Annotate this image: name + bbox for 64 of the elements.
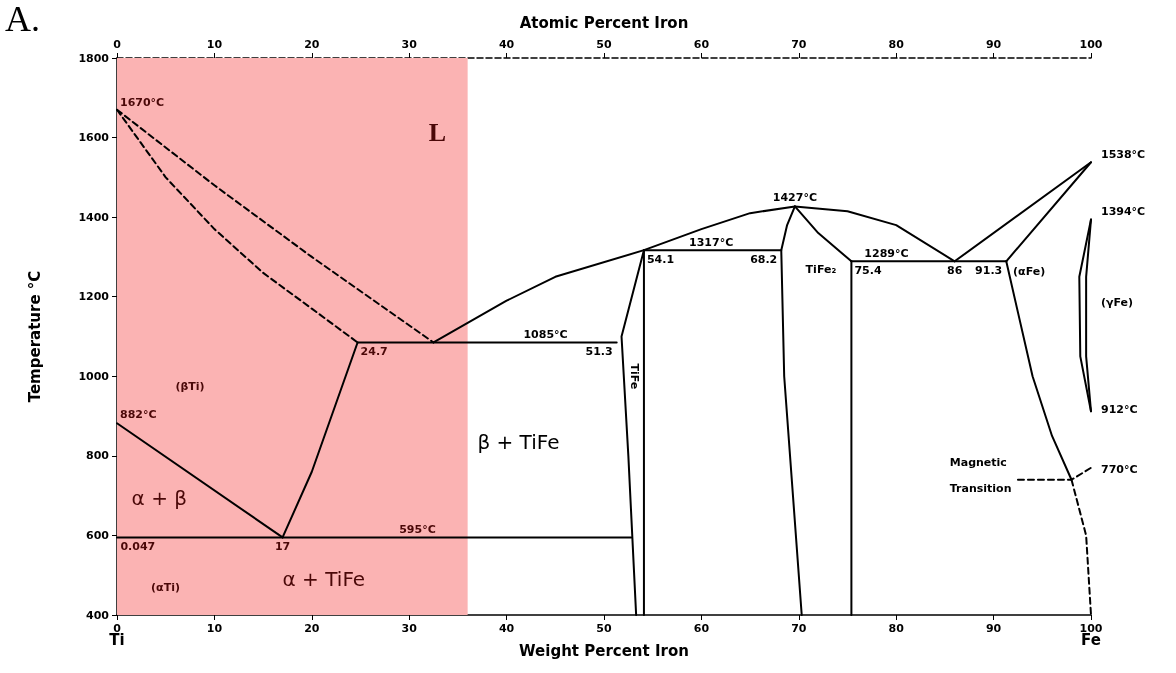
y-tick-label: 1400 <box>78 210 110 224</box>
x2-tick-label: 60 <box>693 38 710 51</box>
annotation: (αFe) <box>1013 264 1046 278</box>
x-tick-label: 10 <box>206 622 223 635</box>
y-tick-label: 1600 <box>78 131 110 145</box>
annotation: L <box>428 118 447 148</box>
annotation: 86 <box>946 264 963 278</box>
annotation: 51.3 <box>585 345 613 359</box>
annotation: Magnetic <box>949 455 1007 469</box>
annotation: 91.3 <box>975 264 1003 278</box>
annotation: β + TiFe <box>477 429 560 454</box>
chart-title: A. <box>5 0 40 39</box>
annotation: 882°C <box>120 408 157 422</box>
y-tick-label: 400 <box>86 608 110 622</box>
annotation: 17 <box>274 540 291 554</box>
annotation: 24.7 <box>360 345 388 359</box>
x-tick-label: 70 <box>791 622 807 635</box>
x2-tick-label: 70 <box>791 38 807 51</box>
annotation: 54.1 <box>646 253 675 267</box>
annotation: (αTi) <box>151 581 180 595</box>
x2-axis-title: Atomic Percent Iron <box>519 13 689 32</box>
annotation: TiFe <box>627 363 641 390</box>
x-tick-label: 40 <box>498 622 515 635</box>
annotation: 1317°C <box>689 236 734 250</box>
x-tick-label: 30 <box>401 622 418 635</box>
annotation: TiFe₂ <box>805 262 837 276</box>
x2-tick-label: 10 <box>206 38 223 51</box>
x2-tick-label: 90 <box>985 38 1002 51</box>
annotation: Transition <box>949 481 1012 495</box>
annotation: (βTi) <box>175 380 205 394</box>
annotation: α + β <box>131 485 188 510</box>
y-tick-label: 800 <box>86 449 110 463</box>
x2-tick-label: 20 <box>304 38 320 51</box>
x2-tick-label: 40 <box>498 38 515 51</box>
annotation: 0.047 <box>120 540 156 554</box>
annotation: 1427°C <box>772 191 818 205</box>
annotation: 68.2 <box>750 253 778 267</box>
x-tick-label: 20 <box>304 622 320 635</box>
y-tick-label: 1000 <box>78 369 110 383</box>
x2-tick-label: 100 <box>1079 38 1103 51</box>
annotation: 1394°C <box>1101 205 1146 219</box>
y-tick-label: 600 <box>86 528 110 542</box>
x2-tick-label: 0 <box>113 38 122 51</box>
y-axis-title: Temperature °C <box>25 270 44 403</box>
annotation: 1538°C <box>1101 147 1146 161</box>
annotation: 1085°C <box>523 328 568 342</box>
x-tick-label: 90 <box>985 622 1002 635</box>
x2-tick-label: 80 <box>888 38 905 51</box>
x-tick-label: 50 <box>596 622 612 635</box>
annotation: α + TiFe <box>282 567 366 592</box>
annotation: 595°C <box>399 523 436 537</box>
x-tick-label: 60 <box>693 622 710 635</box>
annotation: 912°C <box>1101 402 1138 416</box>
y-tick-label: 1200 <box>78 290 110 304</box>
annotation: 75.4 <box>854 264 882 278</box>
x2-tick-label: 30 <box>401 38 418 51</box>
x-axis-title: Weight Percent Iron <box>519 641 689 660</box>
x2-tick-label: 50 <box>596 38 612 51</box>
annotation: 1289°C <box>864 247 909 261</box>
x-tick-label: 80 <box>888 622 905 635</box>
annotation: 1670°C <box>120 95 165 109</box>
text: (γFe) <box>1101 296 1134 310</box>
y-tick-label: 1800 <box>78 51 110 65</box>
annotation: 770°C <box>1101 463 1138 477</box>
